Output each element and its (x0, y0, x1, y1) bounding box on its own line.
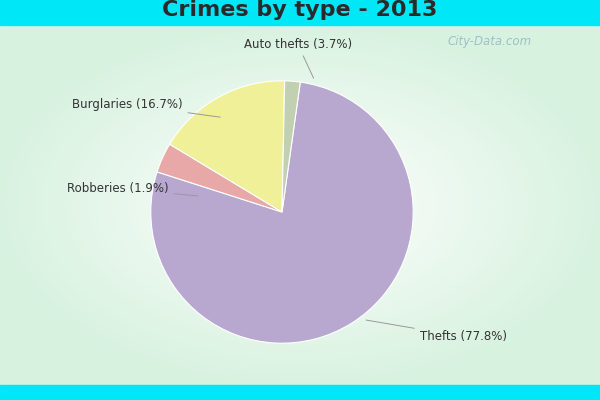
Text: City-Data.com: City-Data.com (448, 36, 532, 48)
Wedge shape (157, 144, 282, 212)
Wedge shape (170, 81, 284, 212)
Wedge shape (282, 81, 300, 212)
Text: Auto thefts (3.7%): Auto thefts (3.7%) (244, 38, 352, 78)
Text: Robberies (1.9%): Robberies (1.9%) (67, 182, 198, 196)
Bar (0, 385, 600, 400)
Text: Crimes by type - 2013: Crimes by type - 2013 (163, 0, 437, 20)
Bar (0, 0, 600, 25)
Wedge shape (151, 82, 413, 343)
Text: Burglaries (16.7%): Burglaries (16.7%) (72, 98, 220, 117)
Text: Thefts (77.8%): Thefts (77.8%) (366, 320, 507, 343)
